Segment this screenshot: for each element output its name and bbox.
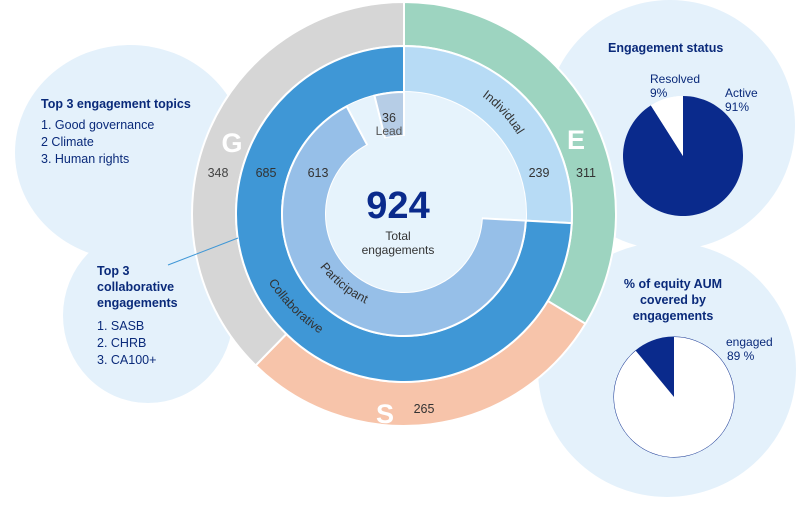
collab-title: Top 3 collaborative engagements: [97, 263, 178, 311]
e-value-label: 311: [576, 166, 596, 180]
collab-item: 3. CA100+: [97, 353, 157, 367]
outer-segment-label: E: [567, 125, 585, 155]
topics-list: 1. Good governance 2 Climate 3. Human ri…: [41, 117, 154, 168]
status-resolved-name: Resolved: [650, 72, 700, 86]
s-value-label: 265: [414, 402, 435, 416]
collab-title-line: Top 3: [97, 264, 130, 278]
aum-title-line: covered by: [639, 293, 706, 307]
aum-pie-slice-other: [635, 337, 674, 397]
collab-title-line: collaborative: [97, 280, 175, 294]
status-active-name: Active: [725, 86, 758, 100]
center-disc: [325, 136, 482, 293]
status-active-value: 91%: [725, 100, 749, 114]
lead-value-label: 36: [382, 111, 396, 125]
individual-value-label: 239: [529, 166, 550, 180]
collab-connector-line: [167, 237, 239, 266]
collaborative-value-label: 685: [256, 166, 277, 180]
status-pie-slice-active: [623, 96, 744, 217]
aum-engaged-value: 89 %: [727, 349, 755, 363]
aum-title-line: engagements: [632, 309, 714, 323]
aum-pie-slice-engaged: [614, 337, 734, 458]
collab-list: 1. SASB 2. CHRB 3. CA100+: [97, 318, 156, 369]
topic-item: 1. Good governance: [41, 118, 155, 132]
lead-name-label: Lead: [376, 124, 403, 138]
collab-item: 2. CHRB: [97, 336, 147, 350]
total-label-line: engagements: [362, 243, 435, 257]
outer-segment-label: S: [376, 399, 394, 429]
aum-title: % of equity AUM covered by engagements: [598, 276, 748, 324]
outer-segment-label: G: [221, 128, 242, 158]
g-value-label: 348: [208, 166, 229, 180]
status-title: Engagement status: [608, 41, 724, 55]
collab-title-line: engagements: [97, 296, 178, 310]
topic-item: 3. Human rights: [41, 152, 130, 166]
total-value: 924: [366, 185, 429, 227]
aum-title-line: % of equity AUM: [623, 277, 723, 291]
participant-value-label: 613: [308, 166, 329, 180]
total-label-line: Total: [385, 229, 410, 243]
aum-engaged-name: engaged: [726, 335, 773, 349]
status-pie-slice-resolved: [650, 96, 683, 156]
status-resolved-value: 9%: [650, 86, 668, 100]
topics-title: Top 3 engagement topics: [41, 97, 191, 111]
collab-item: 1. SASB: [97, 319, 145, 333]
topic-item: 2 Climate: [41, 135, 94, 149]
